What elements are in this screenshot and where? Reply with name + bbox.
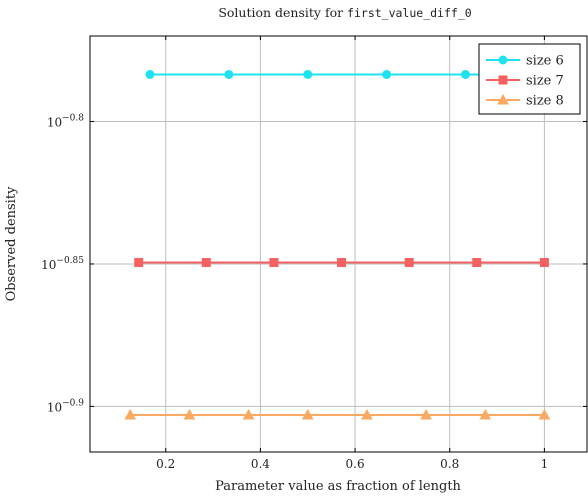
legend-marker-1 [498, 75, 508, 85]
legend-marker-0 [498, 55, 508, 65]
legend: size 6 size 7 size 8 [478, 43, 581, 115]
series-0-point-1 [224, 69, 234, 79]
chart-title: Solution density for first_value_diff_0 [218, 5, 471, 20]
series-0-point-3 [382, 69, 392, 79]
series-2-point-3 [301, 408, 314, 420]
series-2-point-1 [183, 408, 196, 420]
series-2-point-7 [538, 408, 551, 420]
series-2-point-6 [479, 408, 492, 420]
series-1-point-1 [201, 258, 211, 268]
series-1-point-3 [337, 258, 347, 268]
x-tick-label-3: 0.8 [440, 457, 459, 471]
series-0-point-4 [460, 69, 470, 79]
chart-title-prefix: Solution density for [218, 5, 347, 20]
x-tick-label-1: 0.4 [251, 457, 270, 471]
x-tick-label-4: 1 [541, 457, 549, 471]
x-tick-label-0: 0.2 [156, 457, 175, 471]
y-tick-label-0: 10−0.8 [47, 113, 84, 129]
legend-label-1: size 7 [526, 74, 564, 89]
legend-label-2: size 8 [526, 94, 564, 109]
series-1-point-2 [269, 258, 279, 268]
series-2-point-0 [124, 408, 137, 420]
x-axis-label: Parameter value as fraction of length [215, 479, 461, 494]
series-1-point-5 [472, 258, 482, 268]
y-tick-label-2: 10−0.9 [47, 398, 84, 414]
chart-title-code: first_value_diff_0 [347, 6, 472, 20]
series-2-point-5 [420, 408, 432, 420]
x-tick-label-2: 0.6 [346, 457, 365, 471]
series-0-point-2 [303, 69, 313, 79]
y-axis-label: Observed density [4, 186, 19, 301]
series-1 [134, 258, 549, 268]
series-2-point-2 [242, 408, 255, 420]
series-1-point-6 [539, 258, 549, 268]
series-2-point-4 [361, 408, 373, 420]
legend-label-0: size 6 [526, 54, 564, 69]
series-0-point-0 [145, 69, 155, 79]
series-1-point-4 [404, 258, 414, 268]
plot-frame [89, 35, 588, 453]
series-1-point-0 [134, 258, 144, 268]
series-layer [124, 69, 551, 420]
axis-ticks: 0.2 0.4 0.6 0.8 1 10−0.8 10−0.85 10−0.9 [41, 36, 587, 471]
legend-marker-2 [497, 93, 509, 105]
y-tick-label-1: 10−0.85 [41, 256, 84, 272]
series-2 [124, 408, 551, 420]
